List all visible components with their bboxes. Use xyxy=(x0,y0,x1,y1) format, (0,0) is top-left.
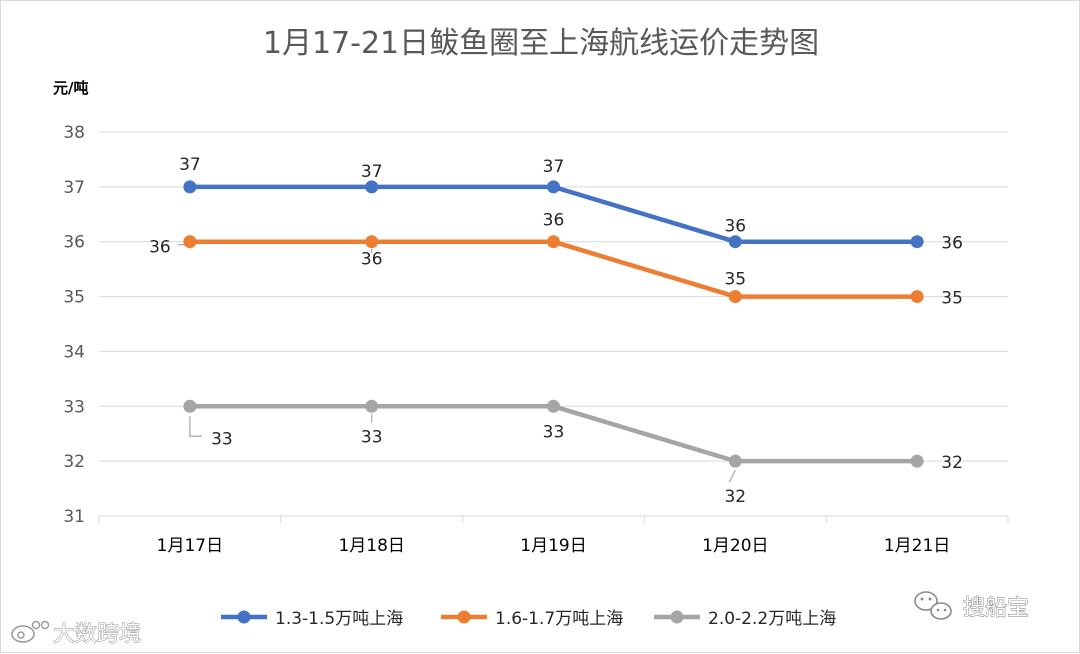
data-point xyxy=(547,235,560,249)
series-layer xyxy=(183,180,924,468)
data-point xyxy=(910,235,924,249)
watermark-right: 搜船宝 xyxy=(914,591,1029,621)
data-point xyxy=(365,180,379,194)
x-axis: 1月17日 1月18日 1月19日 1月20日 1月21日 xyxy=(98,516,1009,556)
x-tick-label: 1月17日 xyxy=(157,536,223,556)
y-tick-label: 34 xyxy=(63,342,85,362)
data-point xyxy=(183,399,197,413)
data-label: 33 xyxy=(543,422,565,442)
legend[interactable]: 1.3-1.5万吨上海 1.6-1.7万吨上海 2.0-2.2万吨上海 xyxy=(221,609,836,629)
y-tick-label: 38 xyxy=(63,123,85,143)
data-label: 32 xyxy=(941,453,963,473)
data-label: 36 xyxy=(543,211,565,231)
legend-item[interactable]: 1.6-1.7万吨上海 xyxy=(441,609,623,629)
data-point xyxy=(365,235,379,249)
data-label: 37 xyxy=(179,155,201,175)
data-labels: 37 37 37 36 36 36 36 36 35 35 33 33 33 32 32 xyxy=(149,155,963,507)
legend-item[interactable]: 1.3-1.5万吨上海 xyxy=(221,609,403,629)
leader-line xyxy=(728,469,736,483)
leader-line xyxy=(189,416,202,437)
data-label: 33 xyxy=(211,429,233,449)
y-tick-label: 32 xyxy=(63,452,85,472)
wechat-icon xyxy=(914,591,952,620)
x-tick-label: 1月21日 xyxy=(884,536,950,556)
x-tick-label: 1月19日 xyxy=(520,536,586,556)
watermark-left-text: 大数跨境 xyxy=(53,622,141,647)
series-line xyxy=(189,239,918,299)
y-tick-label: 36 xyxy=(63,233,85,253)
legend-label: 1.3-1.5万吨上海 xyxy=(275,609,403,629)
legend-label: 2.0-2.2万吨上海 xyxy=(708,609,836,629)
data-point xyxy=(728,235,742,249)
legend-swatch-marker xyxy=(457,610,471,624)
data-label: 35 xyxy=(941,289,963,309)
x-tick-label: 1月20日 xyxy=(702,536,768,556)
data-point xyxy=(728,290,742,304)
legend-item[interactable]: 2.0-2.2万吨上海 xyxy=(654,609,836,629)
data-label: 35 xyxy=(724,270,746,290)
data-point xyxy=(365,399,379,413)
y-tick-label: 37 xyxy=(63,178,85,198)
data-label: 37 xyxy=(543,157,565,177)
data-label: 36 xyxy=(361,250,383,270)
data-point xyxy=(728,454,742,468)
data-label: 33 xyxy=(361,427,383,447)
data-label: 36 xyxy=(941,234,963,254)
data-point xyxy=(910,454,924,468)
data-label: 36 xyxy=(149,238,171,258)
legend-label: 1.6-1.7万吨上海 xyxy=(495,609,623,629)
x-tick-label: 1月18日 xyxy=(338,536,404,556)
y-tick-label: 31 xyxy=(63,507,85,527)
y-axis-ticks: 31 32 33 34 35 36 37 38 xyxy=(63,123,85,527)
y-tick-label: 33 xyxy=(63,397,85,417)
weibo-icon xyxy=(11,620,50,643)
chart-title: 1月17-21日鲅鱼圈至上海航线运价走势图 xyxy=(263,26,819,61)
data-label: 32 xyxy=(724,487,746,507)
data-point xyxy=(183,180,197,194)
data-point xyxy=(547,180,560,194)
watermark-right-text: 搜船宝 xyxy=(963,596,1029,621)
data-label: 37 xyxy=(361,162,383,182)
data-point xyxy=(547,399,560,413)
legend-swatch-marker xyxy=(237,610,251,624)
watermark-left: 大数跨境 xyxy=(11,620,141,647)
data-label-leader-lines xyxy=(177,244,736,483)
y-tick-label: 35 xyxy=(63,288,85,308)
data-point xyxy=(910,290,924,304)
data-label: 36 xyxy=(724,217,746,237)
legend-swatch-marker xyxy=(670,610,684,624)
data-point xyxy=(183,235,197,249)
y-axis-unit-label: 元/吨 xyxy=(53,79,88,97)
